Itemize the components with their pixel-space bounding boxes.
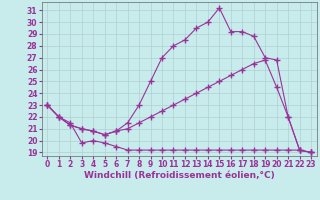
X-axis label: Windchill (Refroidissement éolien,°C): Windchill (Refroidissement éolien,°C): [84, 171, 275, 180]
